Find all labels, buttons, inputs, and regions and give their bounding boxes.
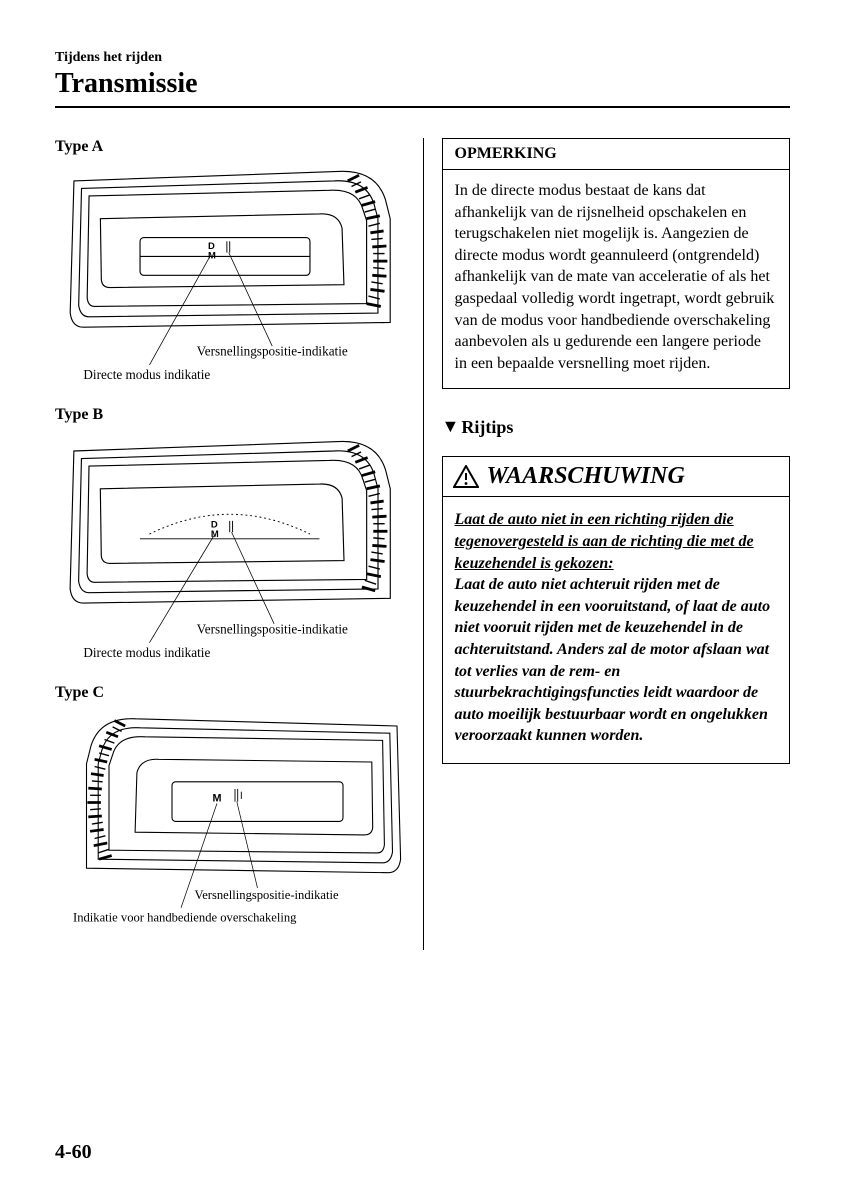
- type-c-callout-right: Versnellingspositie-indikatie: [195, 888, 340, 902]
- page-header-small: Tijdens het rijden: [55, 50, 790, 66]
- type-b-label: Type B: [55, 406, 405, 424]
- page-number: 4-60: [55, 1141, 92, 1164]
- type-a-indicator-m: M: [208, 250, 216, 261]
- type-c-indicator-m: M: [213, 793, 222, 805]
- type-c-label: Type C: [55, 684, 405, 702]
- type-a-callout-left: Directe modus indikatie: [83, 367, 210, 382]
- warning-title-text: WAARSCHUWING: [487, 463, 685, 490]
- right-column: OPMERKING In de directe modus bestaat de…: [423, 138, 791, 950]
- type-b-callout-left: Directe modus indikatie: [83, 645, 210, 660]
- type-b-callout-right: Versnellingspositie-indikatie: [197, 621, 348, 636]
- note-title: OPMERKING: [443, 139, 790, 170]
- left-column: Type A: [55, 138, 423, 950]
- page-header-title: Transmissie: [55, 68, 790, 100]
- note-body: In de directe modus bestaat de kans dat …: [443, 170, 790, 388]
- type-a-callout-right: Versnellingspositie-indikatie: [197, 344, 348, 359]
- down-triangle-icon: ▼: [442, 416, 460, 437]
- type-a-diagram: D M Versnellingspositie-indikatie Direct…: [55, 162, 405, 398]
- section-heading-rijtips: ▼Rijtips: [442, 417, 791, 438]
- section-heading-text: Rijtips: [461, 417, 513, 437]
- header-rule: [55, 106, 790, 108]
- type-c-diagram: M Versnellingspositie-indikatie Indikati…: [55, 708, 405, 942]
- warning-title-row: WAARSCHUWING: [443, 457, 790, 497]
- type-c-callout-left: Indikatie voor handbediende overschakeli…: [73, 910, 297, 924]
- warning-body: Laat de auto niet in een richting rijden…: [443, 497, 790, 763]
- warning-box: WAARSCHUWING Laat de auto niet in een ri…: [442, 456, 791, 764]
- warning-body-rest: Laat de auto niet achteruit rijden met d…: [455, 576, 771, 744]
- type-b-diagram: D M Versnellingspositie-indikatie Direct…: [55, 430, 405, 676]
- warning-triangle-icon: [453, 465, 479, 489]
- warning-lead-underline: Laat de auto niet in een richting rijden…: [455, 511, 754, 571]
- note-box: OPMERKING In de directe modus bestaat de…: [442, 138, 791, 389]
- type-a-label: Type A: [55, 138, 405, 156]
